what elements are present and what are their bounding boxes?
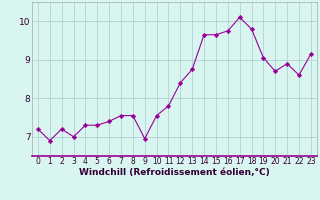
X-axis label: Windchill (Refroidissement éolien,°C): Windchill (Refroidissement éolien,°C) xyxy=(79,168,270,177)
